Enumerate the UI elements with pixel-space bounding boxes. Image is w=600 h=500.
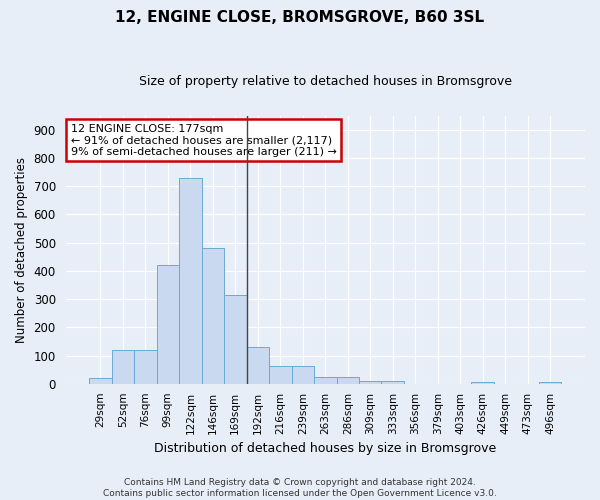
Bar bbox=[292, 366, 314, 384]
Title: Size of property relative to detached houses in Bromsgrove: Size of property relative to detached ho… bbox=[139, 75, 512, 88]
Text: 12, ENGINE CLOSE, BROMSGROVE, B60 3SL: 12, ENGINE CLOSE, BROMSGROVE, B60 3SL bbox=[115, 10, 485, 25]
Bar bbox=[112, 350, 134, 384]
Bar bbox=[247, 347, 269, 384]
Bar bbox=[202, 248, 224, 384]
Bar bbox=[359, 381, 382, 384]
Bar bbox=[269, 366, 292, 384]
Bar bbox=[314, 377, 337, 384]
Y-axis label: Number of detached properties: Number of detached properties bbox=[15, 156, 28, 342]
Bar bbox=[157, 266, 179, 384]
Text: 12 ENGINE CLOSE: 177sqm
← 91% of detached houses are smaller (2,117)
9% of semi-: 12 ENGINE CLOSE: 177sqm ← 91% of detache… bbox=[71, 124, 337, 157]
Text: Contains HM Land Registry data © Crown copyright and database right 2024.
Contai: Contains HM Land Registry data © Crown c… bbox=[103, 478, 497, 498]
Bar bbox=[179, 178, 202, 384]
Bar bbox=[134, 350, 157, 384]
Bar bbox=[89, 378, 112, 384]
Bar bbox=[382, 381, 404, 384]
Bar bbox=[539, 382, 562, 384]
Bar bbox=[337, 377, 359, 384]
Bar bbox=[224, 295, 247, 384]
Bar bbox=[472, 382, 494, 384]
X-axis label: Distribution of detached houses by size in Bromsgrove: Distribution of detached houses by size … bbox=[154, 442, 496, 455]
